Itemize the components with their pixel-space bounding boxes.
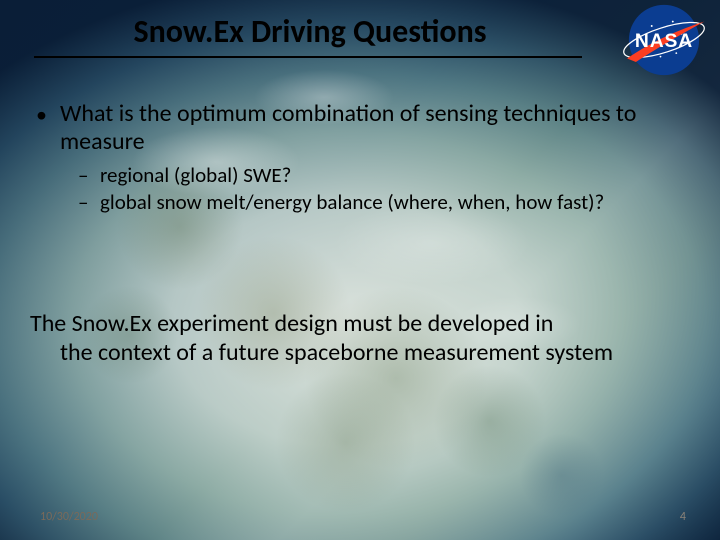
bullet-dot-icon: • [36,102,47,128]
bullet-level1: • What is the optimum combination of sen… [30,100,680,157]
title-underline [34,56,582,58]
footer-date: 10/30/2020 [40,510,98,524]
slide-content: Snow.Ex Driving Questions NASA [0,0,720,540]
slide-title: Snow.Ex Driving Questions [0,12,720,51]
bullet-list: • What is the optimum combination of sen… [30,100,680,217]
bullet-level2-a: – regional (global) SWE? [30,163,680,188]
nasa-logo: NASA [620,4,708,76]
nasa-logo-text: NASA [635,31,693,52]
bullet-level2-a-text: regional (global) SWE? [100,162,291,188]
bullet-level1-text: What is the optimum combination of sensi… [60,99,636,156]
statement-rest: the context of a future spaceborne measu… [30,339,680,368]
bullet-level2-b: – global snow melt/energy balance (where… [30,190,680,215]
statement-line1: The Snow.Ex experiment design must be de… [30,309,553,338]
footer-page-number: 4 [680,510,686,524]
bullet-dash-icon: – [78,163,88,188]
bullet-dash-icon: – [78,190,88,215]
statement-text: The Snow.Ex experiment design must be de… [30,310,680,368]
slide-background: Snow.Ex Driving Questions NASA [0,0,720,540]
bullet-level2-b-text: global snow melt/energy balance (where, … [100,189,604,215]
